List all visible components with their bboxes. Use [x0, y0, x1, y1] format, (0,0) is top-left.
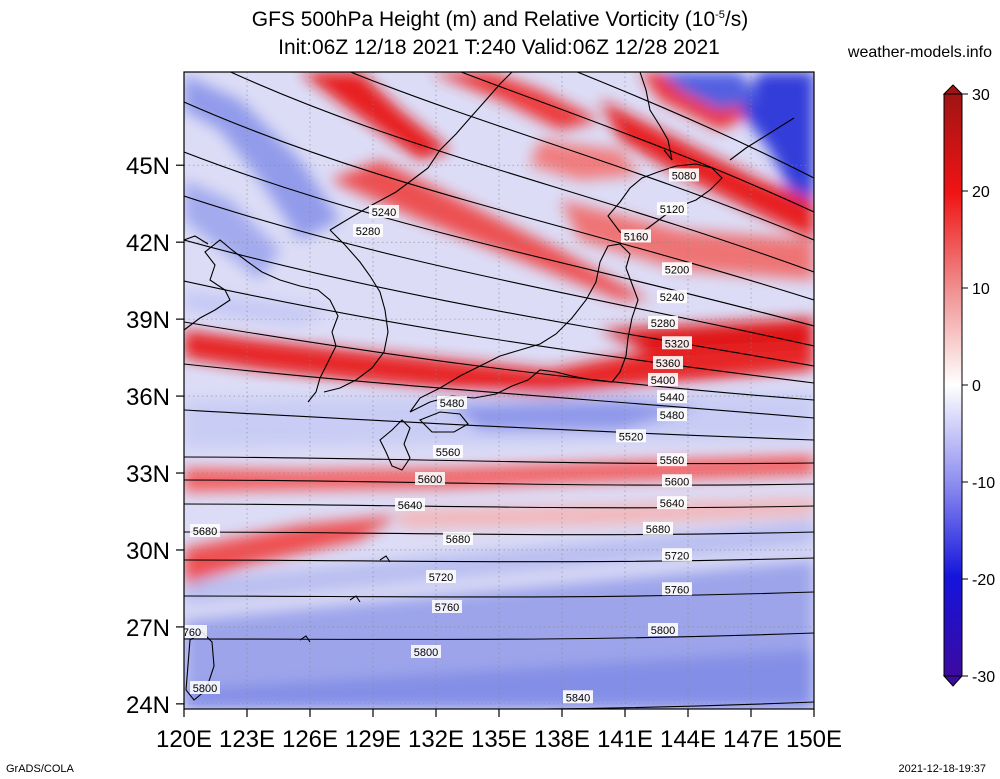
contour-label: 5680 [646, 524, 670, 536]
colorbar-top-arrow [942, 84, 964, 95]
title-superscript: -5 [715, 9, 725, 21]
height-contour [184, 503, 814, 509]
map-graticule [184, 72, 814, 709]
colorbar-tick-label: -10 [972, 475, 995, 492]
height-contour [184, 101, 814, 301]
contour-label: 5280 [651, 318, 675, 330]
height-contour-labels: 5080 5120 5160 5200 5240 5280 5320 5360 5400 5440… [183, 168, 699, 704]
contour-label: 5680 [446, 534, 470, 546]
contour-label: 5160 [624, 231, 648, 243]
lon-tick-label: 129E [345, 726, 401, 753]
height-contour [184, 557, 814, 563]
height-contour [349, 72, 814, 241]
colorbar-tick-label: 10 [972, 281, 990, 298]
site-credit[interactable]: weather-models.info [847, 44, 992, 61]
height-contour [184, 151, 814, 327]
height-contour [184, 363, 814, 419]
contour-label: 5640 [398, 500, 422, 512]
contour-label: 5640 [660, 498, 684, 510]
contour-label: 5480 [440, 398, 464, 410]
contour-label: 5800 [193, 683, 217, 695]
longitude-axis: 120E 123E 126E 129E 132E 135E 138E 141E 144E 147E… [156, 709, 842, 753]
contour-label: 5840 [566, 692, 590, 704]
contour-label: 5200 [665, 264, 689, 276]
height-contour [184, 195, 814, 347]
lon-tick-label: 135E [471, 726, 527, 753]
lat-tick-label: 42N [126, 230, 170, 257]
lon-tick-label: 150E [786, 726, 842, 753]
colorbar-tick-label: -20 [972, 572, 995, 589]
lat-tick-label: 36N [126, 384, 170, 411]
contour-label: 760 [183, 627, 201, 639]
lat-tick-label: 24N [126, 692, 170, 719]
lat-tick-label: 27N [126, 615, 170, 642]
colorbar: 30 20 10 0 -10 -20 -30 [942, 84, 995, 687]
contour-label: 5360 [656, 358, 680, 370]
contour-label: 5240 [372, 207, 396, 219]
contour-label: 5800 [414, 647, 438, 659]
contour-label: 5760 [435, 602, 459, 614]
height-contour [184, 239, 814, 367]
contour-label: 5480 [660, 410, 684, 422]
lon-tick-label: 138E [534, 726, 590, 753]
contour-label: 5520 [619, 431, 643, 443]
lon-tick-label: 126E [282, 726, 338, 753]
lon-tick-label: 144E [660, 726, 716, 753]
contour-label: 5440 [660, 392, 684, 404]
height-contour [184, 409, 814, 441]
contour-label: 5800 [651, 625, 675, 637]
lon-tick-label: 123E [219, 726, 275, 753]
height-contour [184, 456, 814, 465]
contour-label: 5240 [660, 292, 684, 304]
contour-label: 5720 [429, 572, 453, 584]
height-contour [184, 479, 814, 486]
lat-tick-label: 33N [126, 461, 170, 488]
title-text: GFS 500hPa Height (m) and Relative Vorti… [251, 8, 716, 31]
contour-label: 5760 [665, 584, 689, 596]
contour-label: 5080 [672, 170, 696, 182]
colorbar-tick-label: 30 [972, 87, 990, 104]
height-contour [459, 72, 814, 213]
height-contour [229, 72, 814, 273]
height-contours [184, 72, 814, 709]
colorbar-tick-label: 20 [972, 184, 990, 201]
contour-label: 5600 [665, 476, 689, 488]
colorbar-bottom-arrow [942, 675, 964, 687]
title-unit: /s) [724, 8, 749, 31]
lon-tick-label: 132E [408, 726, 464, 753]
lat-tick-label: 30N [126, 538, 170, 565]
contour-label: 5320 [665, 338, 689, 350]
lon-tick-label: 147E [723, 726, 779, 753]
height-contour [184, 591, 814, 598]
latitude-axis: 45N 42N 39N 36N 33N 30N 27N 24N [126, 153, 184, 719]
contour-label: 5120 [660, 204, 684, 216]
colorbar-tick-label: -30 [972, 669, 995, 686]
contour-label: 5400 [651, 375, 675, 387]
lat-tick-label: 45N [126, 153, 170, 180]
chart-subtitle: Init:06Z 12/18 2021 T:240 Valid:06Z 12/2… [278, 36, 720, 59]
footer-timestamp: 2021-12-18-19:37 [898, 763, 986, 775]
contour-label: 5560 [660, 455, 684, 467]
height-contour [184, 632, 814, 641]
footer-software: GrADS/COLA [6, 763, 74, 775]
height-contour [575, 72, 814, 179]
contour-label: 5280 [356, 226, 380, 238]
height-contour [184, 321, 814, 401]
colorbar-tick-label: 0 [972, 378, 981, 395]
contour-label: 5720 [665, 550, 689, 562]
height-contour [504, 701, 814, 709]
vorticity-field: 5080 5120 5160 5200 5240 5280 5320 5360 5400 5440… [183, 72, 814, 709]
lat-tick-label: 39N [126, 307, 170, 334]
height-contour [184, 280, 814, 384]
lon-tick-label: 120E [156, 726, 212, 753]
contour-label: 5680 [193, 526, 217, 538]
chart-title: GFS 500hPa Height (m) and Relative Vorti… [0, 8, 1000, 32]
colorbar-scale [943, 93, 963, 677]
contour-label: 5560 [436, 447, 460, 459]
height-contour [184, 531, 814, 536]
lon-tick-label: 141E [597, 726, 653, 753]
contour-label: 5600 [418, 474, 442, 486]
